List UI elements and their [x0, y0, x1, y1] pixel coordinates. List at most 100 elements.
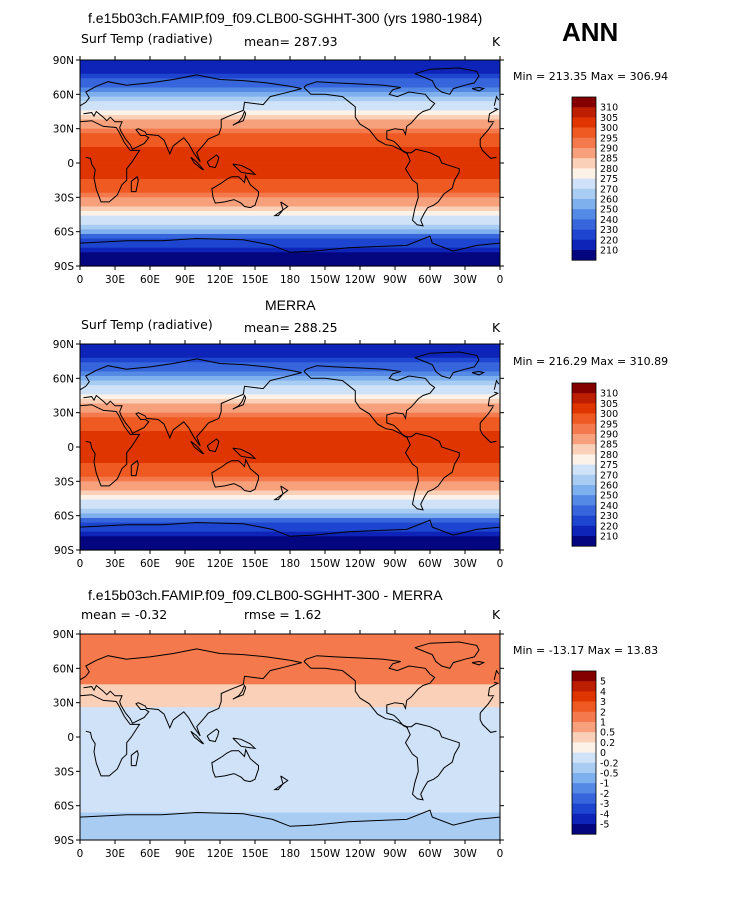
lon-tick-label: 60W: [418, 274, 442, 286]
colorbar-swatch: [572, 732, 596, 743]
lon-tick-label: 120E: [207, 274, 234, 286]
lon-tick-label: 0: [497, 848, 504, 860]
colorbar-swatch: [572, 701, 596, 713]
colorbar-label: 310: [600, 389, 618, 400]
coastlines: [79, 351, 501, 537]
field-band: [80, 412, 500, 418]
field-band: [80, 188, 500, 194]
field-band: [80, 142, 500, 148]
variable-label: Surf Temp (radiative): [81, 31, 213, 46]
coastline: [190, 156, 205, 171]
field-band: [80, 69, 500, 75]
field-band: [80, 545, 500, 551]
colorbar-label: -0.5: [600, 769, 619, 780]
field-band: [80, 124, 500, 130]
coastline: [79, 235, 501, 253]
field-band: [80, 661, 500, 667]
panel-title: f.e15b03ch.FAMIP.f09_f09.CLB00-SGHHT-300…: [88, 10, 483, 26]
field-band: [80, 243, 500, 249]
lon-tick-label: 60W: [418, 848, 442, 860]
colorbar-label: -5: [600, 820, 609, 831]
field-band: [80, 353, 500, 359]
colorbar-swatch: [572, 824, 596, 835]
field-band: [80, 798, 500, 804]
lat-tick-label: 90S: [54, 261, 74, 273]
lon-tick-label: 60W: [418, 558, 442, 570]
colorbar-swatch: [572, 158, 596, 169]
lat-tick-label: 60S: [54, 511, 74, 523]
colorbar-swatch: [572, 434, 596, 445]
lon-tick-label: 180: [280, 558, 300, 570]
field-band: [80, 87, 500, 93]
lon-tick-label: 30W: [453, 848, 477, 860]
colorbar-label: 295: [600, 133, 618, 144]
lon-tick-label: 120E: [207, 848, 234, 860]
lat-tick-label: 0: [67, 158, 74, 170]
field-band: [80, 536, 500, 542]
colorbar-swatch: [572, 515, 596, 527]
temperature-field: [80, 344, 500, 551]
lon-tick-label: 90E: [175, 848, 195, 860]
lon-tick-label: 60E: [140, 848, 160, 860]
coastline: [273, 201, 289, 217]
mean-label: mean= 288.25: [244, 320, 338, 335]
coastline: [303, 81, 436, 155]
colorbar-label: 2: [600, 707, 606, 718]
lon-tick-label: 30W: [453, 274, 477, 286]
field-band: [80, 508, 500, 514]
colorbar-swatch: [572, 671, 596, 682]
colorbar-swatch: [572, 495, 596, 506]
colorbar-swatch: [572, 773, 596, 784]
field-band: [80, 812, 500, 818]
coastline: [232, 163, 257, 176]
colorbar-label: 270: [600, 470, 618, 481]
coastline: [479, 122, 494, 140]
colorbar-label: 275: [600, 460, 618, 471]
coastline: [79, 358, 302, 447]
field-band: [80, 179, 500, 185]
coastline: [479, 406, 494, 424]
colorbar-swatch: [572, 97, 596, 108]
colorbar-swatch: [572, 444, 596, 455]
lon-tick-label: 90W: [383, 274, 407, 286]
colorbar-swatch: [572, 148, 596, 159]
lat-tick-label: 30S: [54, 476, 74, 488]
field-band: [80, 803, 500, 809]
colorbar-swatch: [572, 117, 596, 128]
colorbar-label: 305: [600, 113, 618, 124]
colorbar-swatch: [572, 168, 596, 179]
coastline: [404, 148, 460, 227]
colorbar-swatch: [572, 219, 596, 230]
field-band: [80, 656, 500, 663]
units-label: K: [492, 607, 501, 622]
colorbar-swatch: [572, 803, 596, 815]
field-band: [80, 720, 500, 727]
coastlines: [79, 641, 501, 827]
field-band: [80, 675, 500, 681]
field-band: [80, 211, 500, 217]
field-band: [80, 504, 500, 510]
field-band: [80, 430, 500, 437]
colorbar-swatch: [572, 783, 596, 794]
field-band: [80, 684, 500, 690]
coastline: [206, 154, 220, 169]
colorbar-label: 260: [600, 195, 618, 206]
field-band: [80, 821, 500, 827]
lat-tick-label: 90S: [54, 545, 74, 557]
lon-tick-label: 180: [280, 848, 300, 860]
field-band: [80, 261, 500, 267]
field-band: [80, 789, 500, 795]
minmax-label: Min = 213.35 Max = 306.94: [513, 70, 669, 83]
field-band: [80, 698, 500, 704]
coastline: [479, 423, 497, 443]
lat-tick-label: 90N: [53, 629, 74, 641]
mean-label: mean= 287.93: [244, 34, 338, 49]
colorbar-swatch: [572, 403, 596, 414]
field-band: [80, 716, 500, 722]
coastline: [493, 95, 500, 106]
colorbar-swatch: [572, 505, 596, 516]
coastline: [414, 67, 480, 95]
field-band: [80, 670, 500, 676]
colorbar-swatch: [572, 107, 596, 118]
